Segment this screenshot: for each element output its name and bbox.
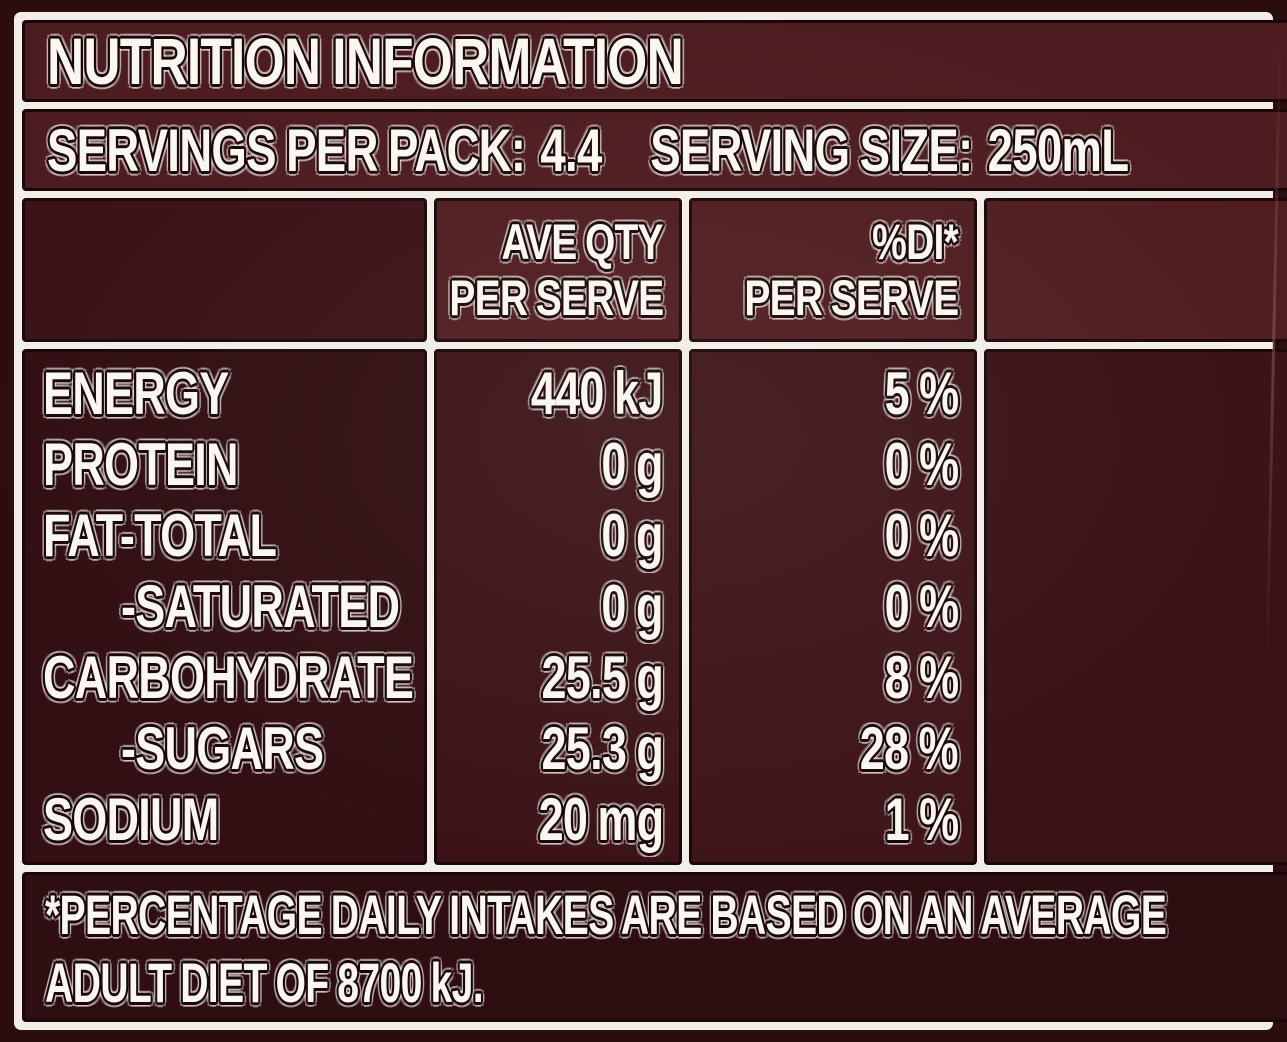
energy-per-serve: 440 kJ xyxy=(531,360,663,427)
nutrient-name-column: ENERGY PROTEIN FAT-TOTAL -SATURATED CARB… xyxy=(22,349,427,865)
protein-di: 0 % xyxy=(884,431,959,498)
energy-per-100ml: 176 kJ xyxy=(987,358,1287,429)
sugars-label: -SUGARS xyxy=(121,715,324,782)
header-ave-qty-per-serve-line2: PER SERVE xyxy=(449,270,664,326)
servings-per-pack-value: 4.4 xyxy=(540,116,602,184)
energy-di: 5 % xyxy=(884,360,959,427)
footnote-line-2: ADULT DIET OF 8700 kJ. xyxy=(45,951,484,1014)
header-di-per-serve-line2: PER SERVE xyxy=(744,270,959,326)
sugars-di: 28 % xyxy=(859,715,959,782)
carbohydrate-label: CARBOHYDRATE xyxy=(43,644,414,711)
header-ave-qty-per-100ml: AVE QTY PER 100mL xyxy=(984,198,1287,342)
title-bar: NUTRITION INFORMATION xyxy=(22,20,1287,102)
carbohydrate-per-100ml: 10.2 g xyxy=(987,642,1287,713)
empty-header-cell xyxy=(22,198,427,342)
saturated-per-100ml: 0 g xyxy=(987,571,1287,642)
sodium-per-100ml: 8 mg xyxy=(987,784,1287,855)
sugars-per-serve: 25.3 g xyxy=(541,715,663,782)
header-ave-qty-per-serve: AVE QTY PER SERVE xyxy=(434,198,682,342)
energy-label: ENERGY xyxy=(43,360,229,427)
saturated-label: -SATURATED xyxy=(121,573,400,640)
protein-per-100ml: 0 g xyxy=(987,429,1287,500)
fat-total-per-100ml: 0 g xyxy=(987,500,1287,571)
footnote-bar: *PERCENTAGE DAILY INTAKES ARE BASED ON A… xyxy=(22,872,1287,1022)
header-di-per-serve-line1: %DI* xyxy=(872,214,959,270)
sodium-per-serve: 20 mg xyxy=(538,786,664,853)
header-di-per-serve: %DI* PER SERVE xyxy=(689,198,977,342)
serving-info-text: SERVINGS PER PACK: 4.4 SERVING SIZE: 250mL xyxy=(47,116,1129,185)
serving-info-bar: SERVINGS PER PACK: 4.4 SERVING SIZE: 250mL xyxy=(22,109,1287,191)
fat-total-per-serve: 0 g xyxy=(601,502,664,569)
fat-total-di: 0 % xyxy=(884,502,959,569)
sodium-label: SODIUM xyxy=(43,786,219,853)
saturated-per-serve: 0 g xyxy=(601,573,664,640)
saturated-di: 0 % xyxy=(884,573,959,640)
carbohydrate-per-serve: 25.5 g xyxy=(541,644,663,711)
di-per-serve-column: 5 % 0 % 0 % 0 % 8 % 28 % 1 % xyxy=(689,349,977,865)
column-header-row: AVE QTY PER SERVE %DI* PER SERVE AVE QTY… xyxy=(22,198,1287,342)
servings-per-pack-label: SERVINGS PER PACK: xyxy=(47,116,526,184)
footnote-line-1: *PERCENTAGE DAILY INTAKES ARE BASED ON A… xyxy=(45,883,1167,946)
protein-per-serve: 0 g xyxy=(601,431,664,498)
serving-size-value: 250mL xyxy=(987,116,1129,184)
ave-qty-per-100ml-column: 176 kJ 0 g 0 g 0 g 10.2 g 10.1 g 8 mg xyxy=(984,349,1287,865)
fat-total-label: FAT-TOTAL xyxy=(43,502,277,569)
nutrition-table-body: ENERGY PROTEIN FAT-TOTAL -SATURATED CARB… xyxy=(22,349,1287,865)
header-ave-qty-per-serve-line1: AVE QTY xyxy=(501,214,664,270)
sodium-di: 1 % xyxy=(884,786,959,853)
ave-qty-per-serve-column: 440 kJ 0 g 0 g 0 g 25.5 g 25.3 g 20 mg xyxy=(434,349,682,865)
sugars-per-100ml: 10.1 g xyxy=(987,713,1287,784)
title-text: NUTRITION INFORMATION xyxy=(47,24,684,98)
serving-size-label: SERVING SIZE: xyxy=(650,116,973,184)
carbohydrate-di: 8 % xyxy=(884,644,959,711)
protein-label: PROTEIN xyxy=(43,431,239,498)
nutrition-information-panel: NUTRITION INFORMATION SERVINGS PER PACK:… xyxy=(14,12,1287,1030)
